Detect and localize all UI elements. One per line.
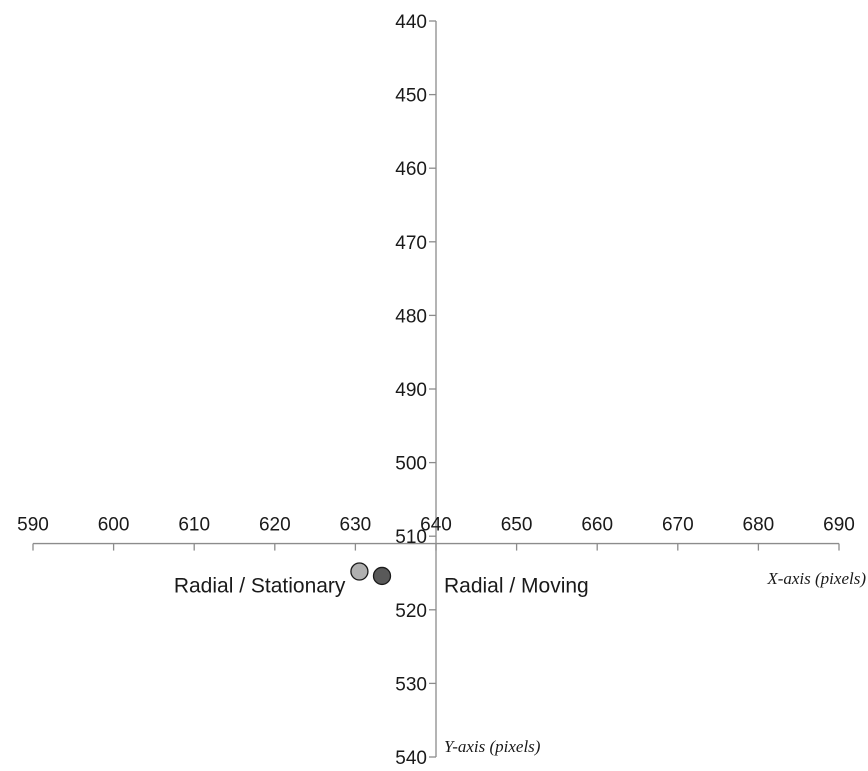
x-tick-label: 670 — [662, 515, 694, 536]
point-label: Radial / Stationary — [174, 575, 346, 598]
x-ticks-group: 590 600 610 620 630 640 650 660 670 680 690 — [17, 515, 855, 551]
point-label: Radial / Moving — [444, 575, 589, 598]
y-tick-label: 510 — [395, 527, 427, 548]
y-tick-label: 460 — [395, 159, 427, 180]
x-tick-label: 640 — [420, 515, 452, 536]
y-tick-label: 520 — [395, 601, 427, 622]
y-tick-label: 530 — [395, 674, 427, 695]
y-axis-title: Y-axis (pixels) — [444, 737, 541, 756]
x-tick-label: 610 — [178, 515, 210, 536]
points-group: Radial / Stationary Radial / Moving — [174, 562, 589, 598]
x-axis-title: X-axis (pixels) — [766, 569, 866, 588]
data-point — [372, 566, 392, 586]
x-tick-label: 600 — [98, 515, 130, 536]
y-tick-label: 540 — [395, 748, 427, 769]
x-tick-label: 590 — [17, 515, 49, 536]
y-tick-label: 490 — [395, 380, 427, 401]
y-tick-label: 480 — [395, 306, 427, 327]
x-tick-label: 680 — [743, 515, 775, 536]
y-tick-label: 500 — [395, 454, 427, 475]
x-tick-label: 620 — [259, 515, 291, 536]
y-tick-label: 450 — [395, 86, 427, 107]
y-tick-label: 470 — [395, 233, 427, 254]
x-tick-label: 690 — [823, 515, 855, 536]
data-point — [350, 562, 369, 581]
y-tick-label: 440 — [395, 12, 427, 33]
x-tick-label: 630 — [340, 515, 372, 536]
x-tick-label: 660 — [581, 515, 613, 536]
y-ticks-group: 440 450 460 470 480 490 500 510 520 530 540 — [395, 12, 436, 769]
x-tick-label: 650 — [501, 515, 533, 536]
